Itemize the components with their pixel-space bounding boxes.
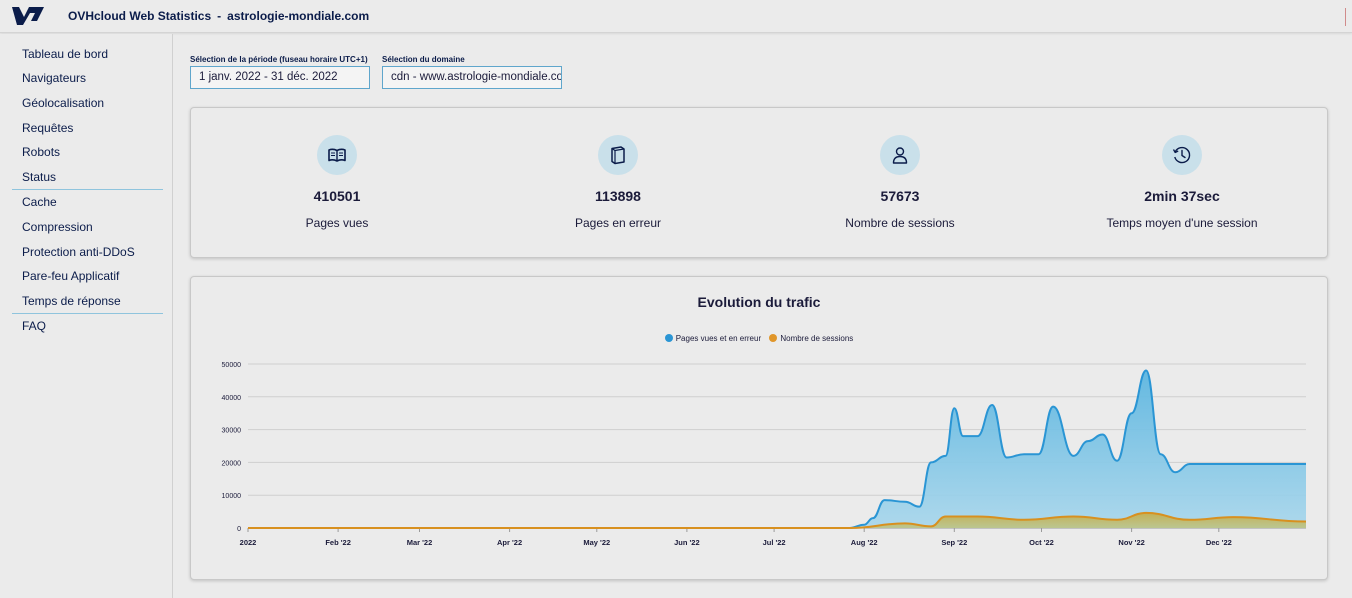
y-tick-label: 50000 bbox=[222, 362, 242, 369]
stat-icon-circle bbox=[598, 135, 638, 175]
x-tick-label: Feb '22 bbox=[325, 538, 351, 547]
sidebar-item-robots[interactable]: Robots bbox=[22, 145, 61, 159]
x-tick-label: Mar '22 bbox=[407, 538, 433, 547]
sidebar-item-compression[interactable]: Compression bbox=[22, 220, 93, 234]
sidebar-divider bbox=[12, 313, 163, 314]
stat-value: 57673 bbox=[880, 188, 920, 204]
stat-nombre-de-sessions: 57673 Nombre de sessions bbox=[790, 108, 1010, 258]
user-icon bbox=[892, 147, 908, 164]
stat-icon-circle bbox=[880, 135, 920, 175]
sidebar-item-requetes[interactable]: Requêtes bbox=[22, 121, 74, 135]
chart-legend: Pages vues et en erreur Nombre de sessio… bbox=[191, 334, 1327, 343]
stat-label: Pages en erreur bbox=[574, 216, 662, 230]
series-sessions-line bbox=[248, 511, 1307, 530]
domain-select[interactable]: cdn - www.astrologie-mondiale.com bbox=[382, 66, 562, 89]
sidebar-item-cache[interactable]: Cache bbox=[22, 195, 57, 209]
legend-dot-pages bbox=[664, 334, 673, 342]
stat-value: 113898 bbox=[595, 188, 641, 204]
traffic-chart: 0 10000 20000 30000 40000 50000 2022 Feb '22 Mar… bbox=[222, 362, 1307, 547]
sidebar-item-status[interactable]: Status bbox=[22, 170, 57, 184]
sidebar-item-navigateurs[interactable]: Navigateurs bbox=[22, 71, 87, 85]
series-sessions-area bbox=[248, 512, 1306, 528]
top-bar: OVHcloud Web Statistics - astrologie-mondi… bbox=[0, 0, 1352, 33]
stat-pages-vues: 410501 Pages vues bbox=[227, 108, 447, 258]
stat-pages-en-erreur: 113898 Pages en erreur bbox=[508, 108, 728, 258]
legend-label-pages: Pages vues et en erreur bbox=[675, 334, 762, 343]
sidebar-divider bbox=[12, 189, 163, 190]
stat-label: Nombre de sessions bbox=[845, 216, 955, 230]
x-tick-label: May '22 bbox=[583, 538, 610, 547]
sidebar-item-tableau-de-bord[interactable]: Tableau de bord bbox=[22, 47, 109, 61]
sidebar-item-temps-de-reponse[interactable]: Temps de réponse bbox=[22, 294, 121, 308]
history-clock-icon bbox=[1172, 146, 1191, 164]
app-title: OVHcloud Web Statistics - astrologie-mondi… bbox=[68, 9, 369, 23]
sidebar-item-pare-feu-applicatif[interactable]: Pare-feu Applicatif bbox=[22, 269, 120, 283]
stat-value: 410501 bbox=[313, 188, 361, 204]
app-name: OVHcloud Web Statistics bbox=[68, 9, 212, 23]
window-edge-divider bbox=[1345, 8, 1346, 26]
y-tick-label: 30000 bbox=[222, 428, 242, 435]
legend-dot-sessions bbox=[769, 334, 778, 342]
stat-icon-circle bbox=[1162, 135, 1202, 175]
x-tick-label: Aug '22 bbox=[851, 538, 878, 547]
stats-card: 410501 Pages vues 113898 Pages en erreur… bbox=[190, 107, 1328, 258]
y-tick-label: 40000 bbox=[222, 395, 242, 402]
x-tick-label: Dec '22 bbox=[1206, 538, 1232, 547]
x-tick-label: Apr '22 bbox=[497, 538, 522, 547]
series-pages-area bbox=[248, 370, 1306, 528]
stat-label: Pages vues bbox=[305, 216, 369, 230]
y-tick-label: 20000 bbox=[222, 460, 242, 467]
stat-value: 2min 37sec bbox=[1144, 188, 1220, 204]
legend-item-sessions[interactable]: Nombre de sessions bbox=[769, 334, 853, 343]
period-label: Sélection de la période (fuseau horaire … bbox=[190, 55, 368, 64]
x-tick-label: Sep '22 bbox=[941, 538, 967, 547]
x-tick-label: Oct '22 bbox=[1029, 538, 1054, 547]
y-tick-label: 0 bbox=[237, 526, 241, 533]
sidebar-item-geolocalisation[interactable]: Géolocalisation bbox=[22, 96, 105, 110]
ovhcloud-logo-icon[interactable] bbox=[10, 5, 46, 27]
x-tick-label: Jul '22 bbox=[763, 538, 786, 547]
legend-label-sessions: Nombre de sessions bbox=[780, 334, 854, 343]
sidebar-item-protection-anti-ddos[interactable]: Protection anti-DDoS bbox=[22, 245, 135, 259]
legend-item-pages[interactable]: Pages vues et en erreur bbox=[664, 334, 762, 343]
domain-label: Sélection du domaine bbox=[382, 55, 465, 64]
domain-name: astrologie-mondiale.com bbox=[227, 9, 370, 23]
y-tick-label: 10000 bbox=[222, 493, 242, 500]
x-tick-label: Jun '22 bbox=[674, 538, 700, 547]
sidebar-item-faq[interactable]: FAQ bbox=[22, 319, 47, 333]
sidebar: Tableau de bord Navigateurs Géolocalisat… bbox=[0, 34, 173, 598]
closed-book-icon bbox=[611, 146, 625, 165]
stat-icon-circle bbox=[317, 135, 357, 175]
title-separator: - bbox=[217, 9, 222, 23]
traffic-chart-card: Evolution du trafic Pages vues et en err… bbox=[190, 276, 1328, 580]
chart-title: Evolution du trafic bbox=[697, 294, 821, 310]
x-tick-label: Nov '22 bbox=[1118, 538, 1144, 547]
stat-temps-moyen-session: 2min 37sec Temps moyen d'une session bbox=[1072, 108, 1292, 258]
series-pages-line bbox=[248, 369, 1306, 530]
x-tick-label: 2022 bbox=[240, 538, 257, 547]
open-book-icon bbox=[328, 148, 346, 162]
period-select[interactable]: 1 janv. 2022 - 31 déc. 2022 bbox=[190, 66, 370, 89]
stat-label: Temps moyen d'une session bbox=[1106, 216, 1258, 230]
